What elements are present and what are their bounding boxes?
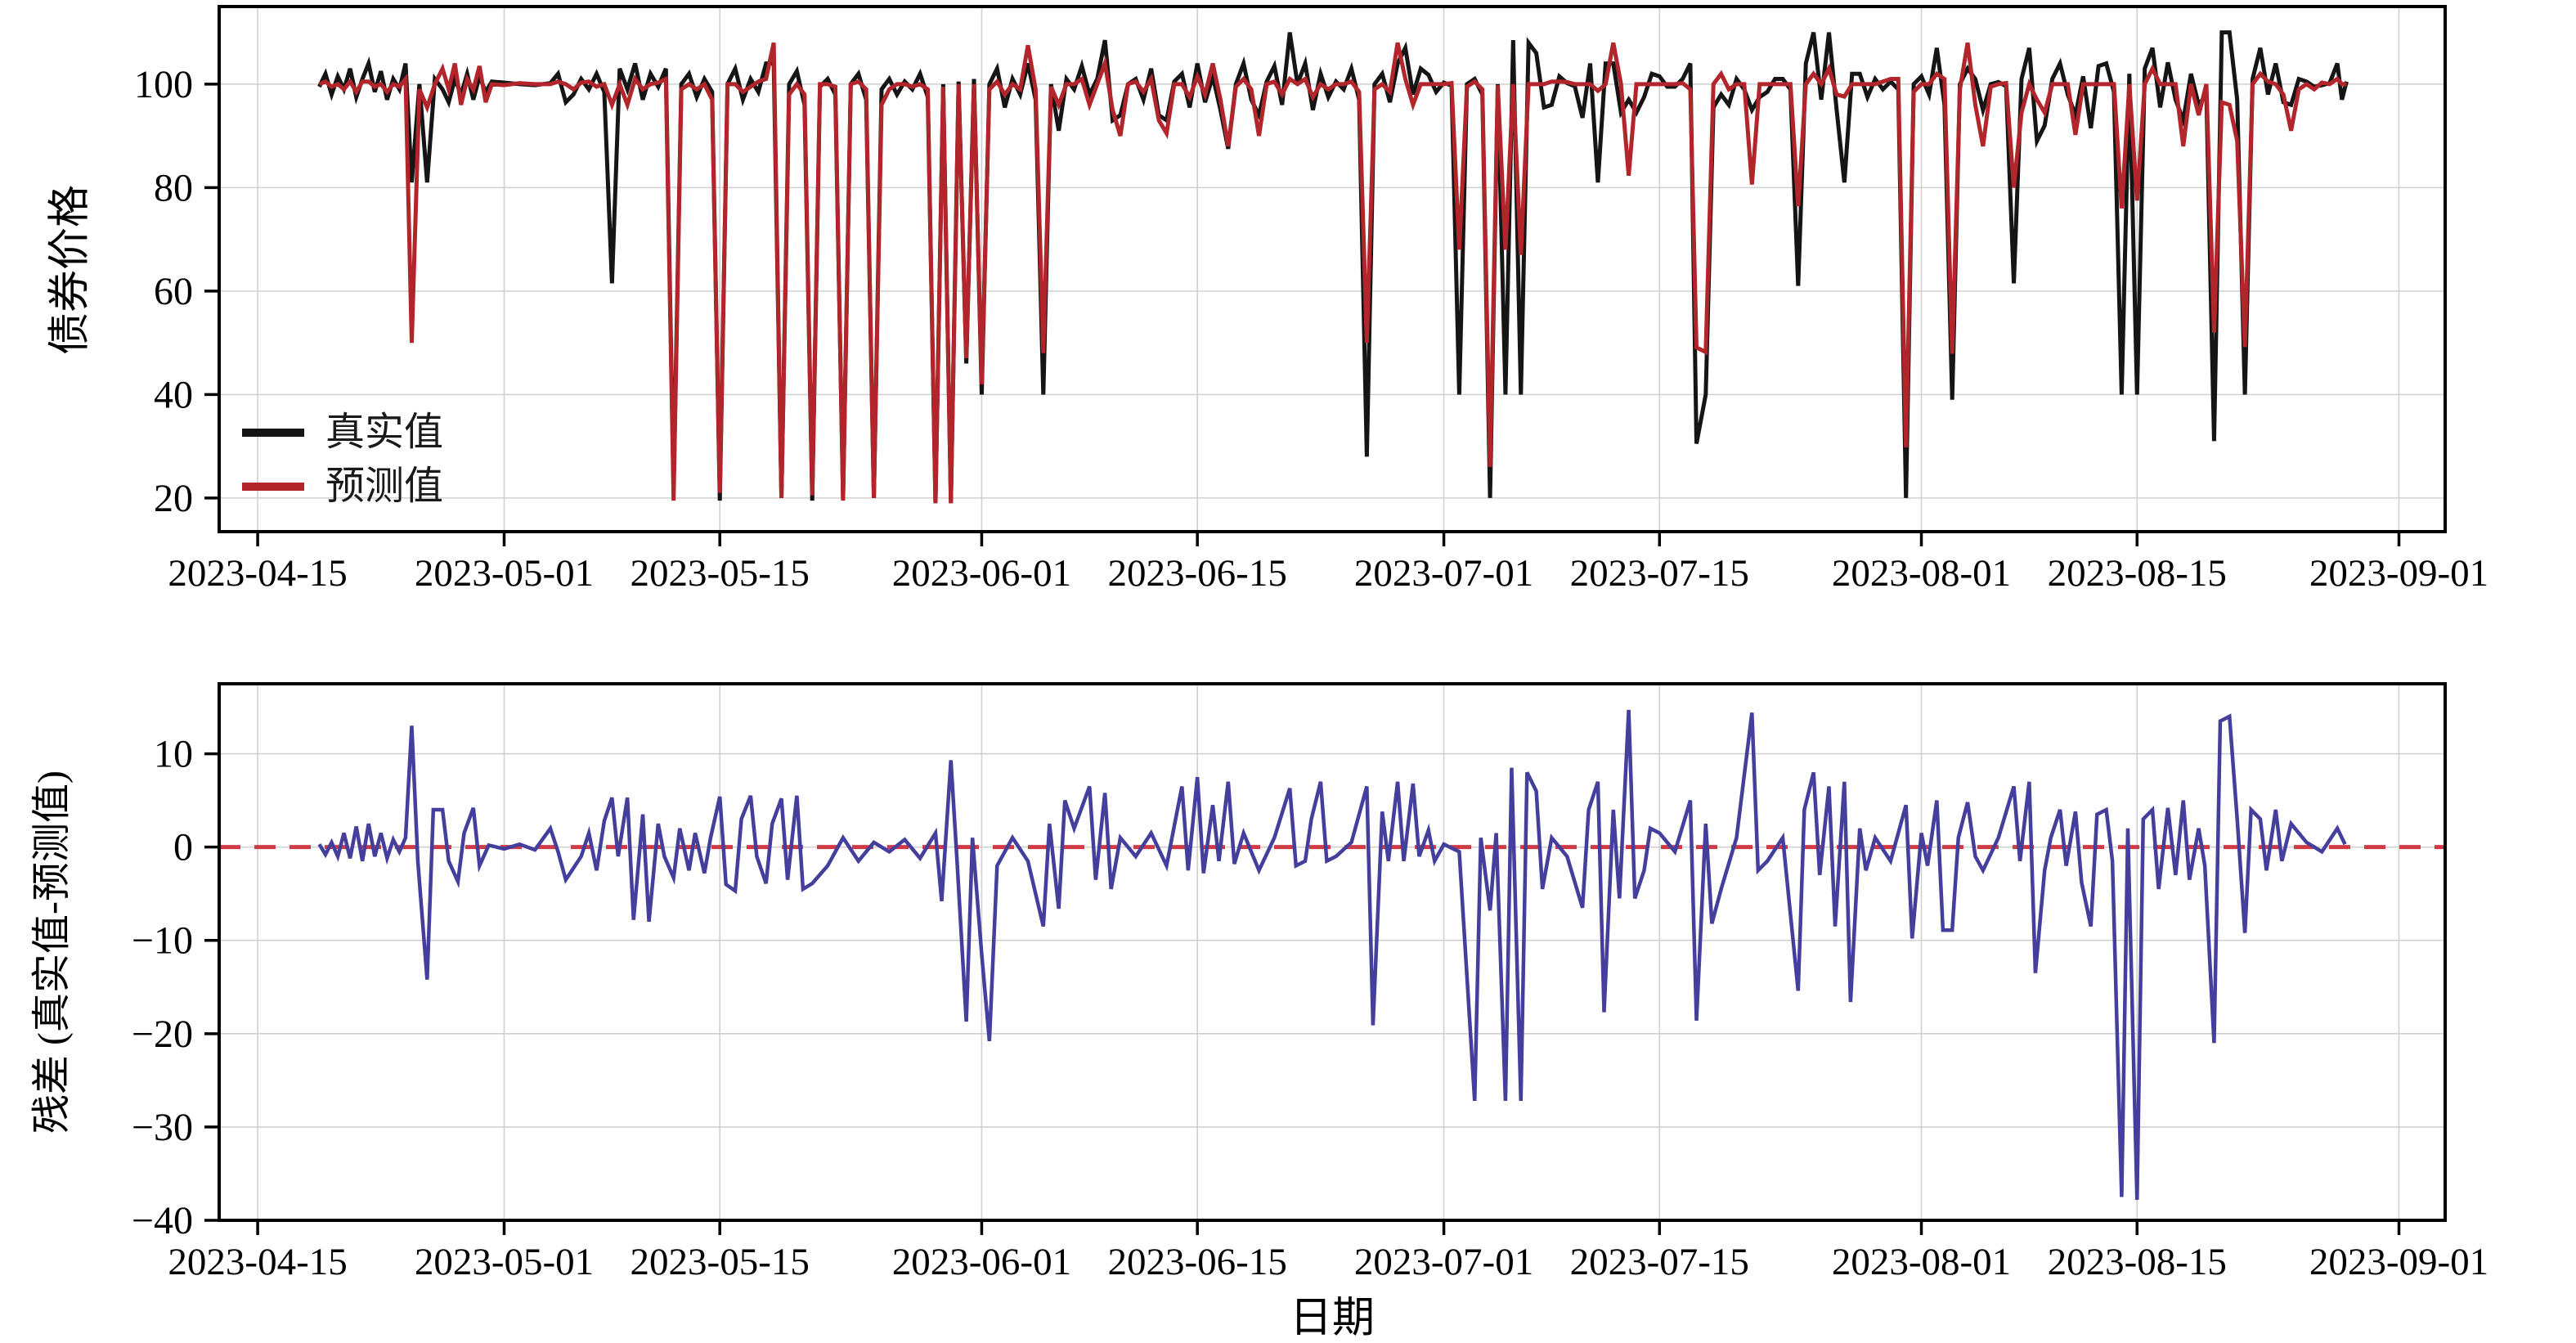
legend-item-true: 真实值 [242, 413, 443, 452]
y-tick-label: 0 [173, 826, 193, 869]
true-line-swatch [242, 429, 304, 437]
x-tick-label: 2023-08-15 [2048, 552, 2227, 595]
x-tick-label: 2023-09-01 [2309, 1241, 2488, 1283]
top-y-axis-label: 债券价格 [47, 184, 94, 356]
x-tick-label: 2023-04-15 [168, 552, 347, 595]
x-tick-label: 2023-07-15 [1570, 552, 1749, 595]
y-tick-label: 100 [134, 63, 193, 106]
y-tick-label: 60 [154, 270, 193, 313]
plot-spines [218, 682, 2447, 1222]
x-tick-label: 2023-06-01 [892, 552, 1071, 595]
plot-spines [218, 5, 2447, 533]
x-tick-label: 2023-08-01 [1832, 1241, 2011, 1283]
x-tick-label: 2023-05-15 [631, 1241, 810, 1283]
x-tick-label: 2023-07-15 [1570, 1241, 1749, 1283]
pred-line-swatch [242, 483, 304, 491]
x-tick-label: 2023-08-01 [1832, 552, 2011, 595]
y-tick-label: 40 [154, 373, 193, 416]
x-tick-label: 2023-08-15 [2048, 1241, 2227, 1283]
x-tick-label: 2023-06-15 [1108, 552, 1287, 595]
y-tick-label: 10 [154, 733, 193, 776]
y-tick-label: −30 [132, 1106, 193, 1149]
y-tick-label: −10 [132, 919, 193, 963]
x-tick-label: 2023-09-01 [2309, 552, 2488, 595]
legend-item-pred: 预测值 [242, 467, 443, 506]
bottom-y-axis-label: 残差 (真实值-预测值) [30, 770, 74, 1134]
y-tick-label: 80 [154, 166, 193, 209]
y-tick-label: 20 [154, 477, 193, 520]
residual-line [317, 709, 2347, 1200]
x-tick-label: 2023-06-01 [892, 1241, 1071, 1283]
x-tick-label: 2023-07-01 [1354, 552, 1533, 595]
x-tick-label: 2023-05-01 [415, 552, 594, 595]
y-tick-label: −20 [132, 1013, 193, 1056]
x-tick-label: 2023-05-01 [415, 1241, 594, 1283]
true-value-line [317, 30, 2349, 504]
legend-label-pred: 预测值 [325, 465, 444, 508]
predicted-value-line [318, 42, 2347, 504]
x-tick-label: 2023-07-01 [1354, 1241, 1533, 1283]
legend-label-true: 真实值 [325, 411, 444, 454]
x-tick-label: 2023-04-15 [168, 1241, 347, 1283]
x-axis-label: 日期 [1289, 1295, 1376, 1342]
y-tick-label: −40 [132, 1199, 193, 1242]
x-tick-label: 2023-06-15 [1108, 1241, 1287, 1283]
legend: 真实值 预测值 [242, 413, 443, 506]
x-tick-label: 2023-05-15 [631, 552, 810, 595]
